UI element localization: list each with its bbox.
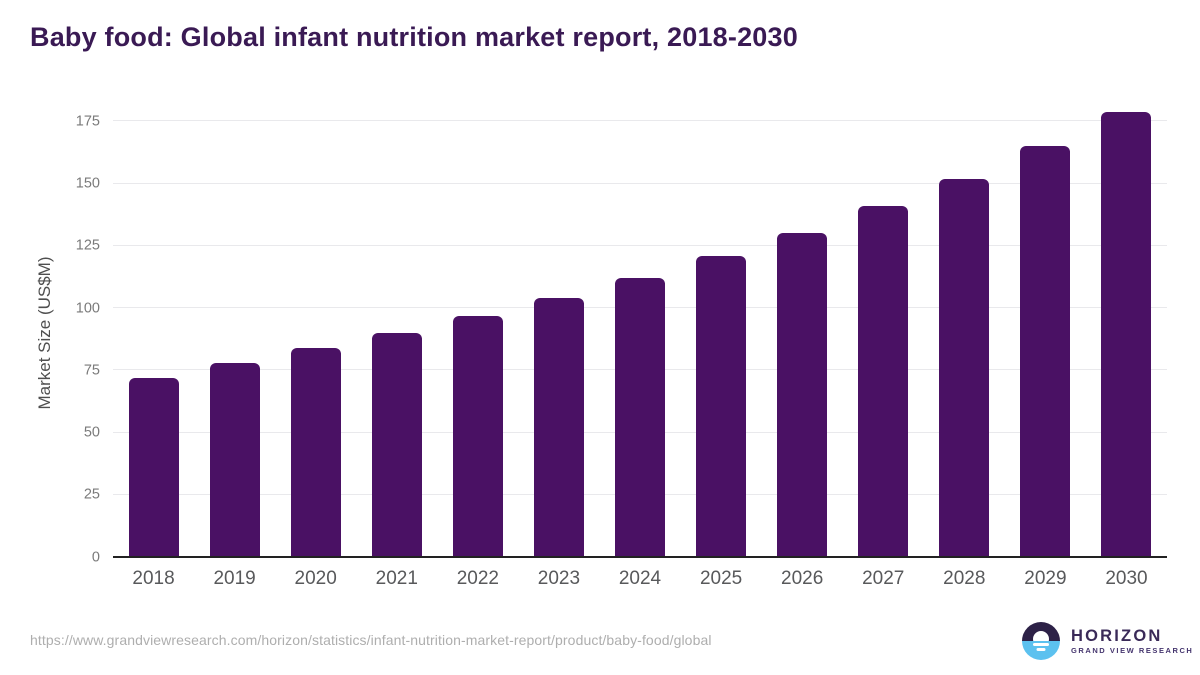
y-tick-label-100: 100 <box>75 299 100 316</box>
x-tick-label-2026: 2026 <box>781 568 824 589</box>
x-axis-tick-labels: 2018 2019 2020 2021 2022 2023 2024 2025 2026 2027… <box>113 567 1167 591</box>
x-axis-line <box>113 556 1167 558</box>
bar-2024[interactable] <box>615 278 665 557</box>
bar-2023[interactable] <box>533 298 584 557</box>
x-tick-label-2030: 2030 <box>1105 568 1148 589</box>
bar-cell-2029 <box>1005 109 1086 557</box>
horizon-logo: HORIZON GRAND VIEW RESEARCH <box>1022 622 1193 660</box>
bar-2026[interactable] <box>777 233 828 557</box>
x-tick-label-2029: 2029 <box>1024 568 1067 589</box>
gridline-125 <box>113 244 1167 246</box>
y-tick-label-125: 125 <box>75 237 100 254</box>
bar-cell-2022 <box>437 109 518 557</box>
bar-2028[interactable] <box>939 178 990 557</box>
bar-2030[interactable] <box>1101 111 1152 557</box>
x-tick-label-2018: 2018 <box>132 568 175 589</box>
bar-cell-2030 <box>1086 109 1167 557</box>
x-tick-label-2019: 2019 <box>213 568 256 589</box>
source-url: https://www.grandviewresearch.com/horizo… <box>30 632 712 648</box>
bar-cell-2019 <box>194 109 275 557</box>
bar-cell-2026 <box>762 109 843 557</box>
x-tick-label-2023: 2023 <box>537 568 581 589</box>
y-axis-tick-labels: 0 25 50 75 100 125 150 175 <box>0 109 100 564</box>
plot-area <box>113 109 1167 558</box>
y-tick-label-50: 50 <box>83 424 100 441</box>
y-tick-label-25: 25 <box>83 486 100 503</box>
bar-series <box>113 109 1167 557</box>
chart-title: Baby food: Global infant nutrition marke… <box>30 22 798 52</box>
x-tick-label-2024: 2024 <box>618 568 662 589</box>
bar-2021[interactable] <box>371 333 422 557</box>
y-tick-label-150: 150 <box>75 175 100 192</box>
logo-text: HORIZON GRAND VIEW RESEARCH <box>1071 627 1193 656</box>
bar-cell-2024 <box>599 109 680 557</box>
x-tick-label-2020: 2020 <box>294 568 337 589</box>
y-tick-label-0: 0 <box>91 548 100 565</box>
logo-reflection-line <box>1033 643 1049 646</box>
bar-cell-2021 <box>356 109 437 557</box>
x-tick-label-2022: 2022 <box>456 568 499 589</box>
bar-cell-2027 <box>843 109 924 557</box>
gridline-150 <box>113 182 1167 184</box>
logo-sub-brand: GRAND VIEW RESEARCH <box>1071 645 1194 655</box>
bar-cell-2025 <box>681 109 762 557</box>
bar-2029[interactable] <box>1020 146 1071 557</box>
bar-2020[interactable] <box>290 347 341 557</box>
bar-2022[interactable] <box>452 315 503 557</box>
logo-sea-half <box>1022 641 1060 660</box>
bar-2018[interactable] <box>128 377 179 557</box>
bar-cell-2023 <box>518 109 599 557</box>
y-tick-label-75: 75 <box>83 362 100 379</box>
bar-2025[interactable] <box>696 255 747 557</box>
x-tick-label-2028: 2028 <box>943 568 986 589</box>
bar-2027[interactable] <box>858 206 909 557</box>
bar-cell-2020 <box>275 109 356 557</box>
gridline-175 <box>113 120 1167 122</box>
horizon-logo-icon <box>1022 622 1060 660</box>
bar-cell-2028 <box>924 109 1005 557</box>
x-tick-label-2021: 2021 <box>375 568 418 589</box>
bar-cell-2018 <box>113 109 194 557</box>
x-tick-label-2025: 2025 <box>699 568 743 589</box>
logo-reflection-line <box>1036 648 1046 651</box>
bar-2019[interactable] <box>209 362 260 557</box>
y-tick-label-175: 175 <box>75 113 100 130</box>
x-tick-label-2027: 2027 <box>862 568 905 589</box>
logo-brand-name: HORIZON <box>1071 626 1163 645</box>
